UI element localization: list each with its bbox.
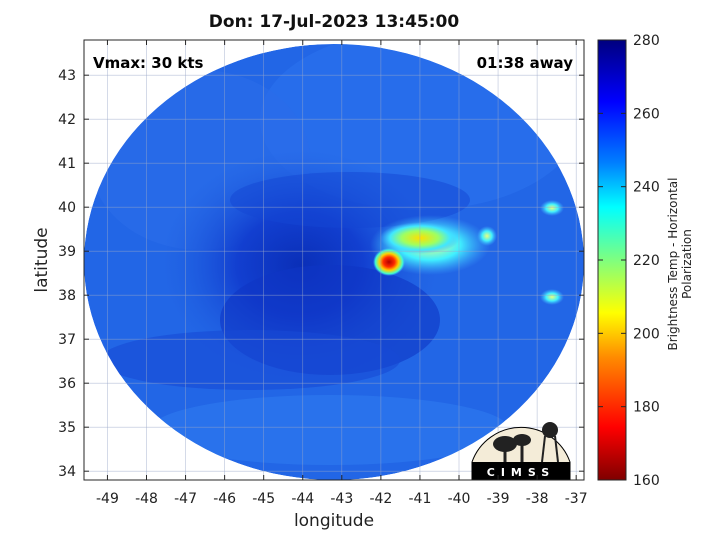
- x-tick-label: -44: [291, 491, 314, 507]
- y-tick-label: 38: [58, 288, 76, 304]
- away-annotation: 01:38 away: [477, 54, 574, 72]
- y-tick-label: 37: [58, 332, 76, 348]
- x-tick-label: -39: [487, 491, 510, 507]
- x-tick-label: -48: [135, 491, 158, 507]
- x-tick-label: -43: [330, 491, 353, 507]
- y-axis-label: latitude: [32, 227, 52, 293]
- cimss-logo: CIMSS: [471, 422, 571, 481]
- x-tick-label: -41: [409, 491, 432, 507]
- colorbar-tick-label: 260: [633, 106, 660, 122]
- y-tick-label: 36: [58, 376, 76, 392]
- x-tick-label: -37: [565, 491, 588, 507]
- logo-text: CIMSS: [487, 466, 555, 479]
- vmax-annotation: Vmax: 30 kts: [93, 54, 203, 72]
- y-tick-label: 39: [58, 244, 76, 260]
- x-tick-label: -40: [448, 491, 471, 507]
- colorbar-tick-label: 280: [633, 33, 660, 49]
- x-tick-label: -42: [369, 491, 392, 507]
- x-tick-label: -45: [252, 491, 275, 507]
- y-tick-label: 35: [58, 420, 76, 436]
- colorbar-tick-label: 180: [633, 400, 660, 416]
- colorbar-tick-label: 200: [633, 326, 660, 342]
- colorbar-tick-label: 160: [633, 473, 660, 489]
- y-tick-label: 41: [58, 156, 76, 172]
- y-tick-label: 42: [58, 112, 76, 128]
- map-title: Don: 17-Jul-2023 13:45:00: [208, 12, 460, 32]
- y-tick-label: 43: [58, 68, 76, 84]
- axes-frame: [83, 39, 585, 481]
- x-axis-label: longitude: [293, 511, 375, 531]
- colorbar-tick-label: 240: [633, 180, 660, 196]
- x-tick-label: -47: [174, 491, 197, 507]
- grid-lines: [84, 40, 584, 480]
- x-tick-label: -46: [213, 491, 236, 507]
- colorbar-ticks: 160 180 200 220 240 260 280: [598, 33, 660, 489]
- x-tick-label: -49: [96, 491, 119, 507]
- colorbar-label: Brightness Temp - Horizontal Polarizatio…: [666, 177, 694, 351]
- axis-ticks: -49 -48 -47 -46 -45 -44 -43 -42 -41 -40 -39 -38 -37 3…: [58, 40, 588, 507]
- y-tick-label: 34: [58, 464, 76, 480]
- x-tick-label: -38: [526, 491, 549, 507]
- colorbar-tick-label: 220: [633, 253, 660, 269]
- y-tick-label: 40: [58, 200, 76, 216]
